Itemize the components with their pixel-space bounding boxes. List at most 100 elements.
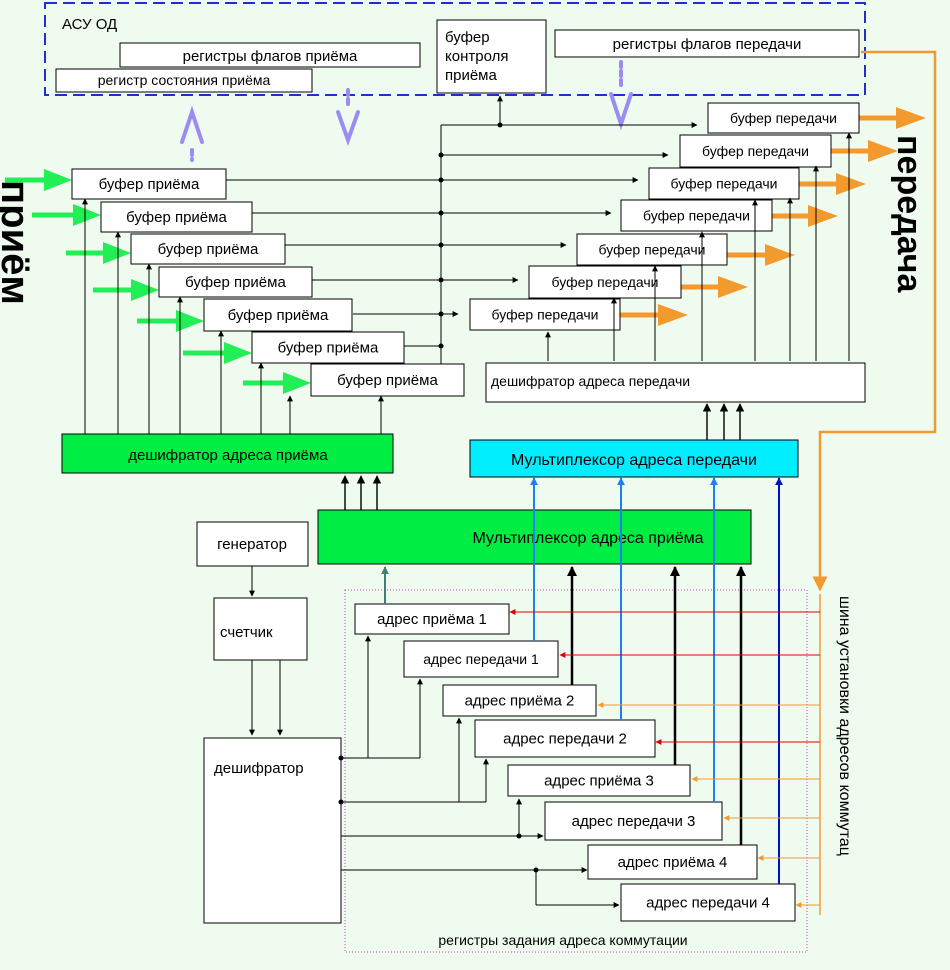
tx-mux-to-decoder — [702, 403, 745, 440]
lilac-arrow-up — [180, 105, 204, 144]
rx-status-register-box — [55, 68, 313, 93]
tx-buffer-2 — [679, 134, 832, 168]
tx-flags-registers-box — [554, 29, 860, 58]
tx-address-decoder-label: дешифратор адреса передачи — [491, 373, 690, 389]
tx-buffer-label-3: буфер передачи — [671, 176, 778, 192]
tx-output-arrowhead-4 — [808, 205, 838, 227]
registers-to-multiplexers — [381, 477, 783, 884]
tx-output-arrowhead-1 — [896, 107, 926, 129]
address-register-1 — [354, 603, 510, 635]
tx-output-arrowhead-7 — [658, 304, 688, 326]
decoder-label: дешифратор — [214, 760, 304, 777]
decoder-junction-dots — [338, 755, 539, 873]
rx-buffer-label-2: буфер приёма — [126, 209, 227, 226]
rx-input-arrowhead-3 — [103, 242, 131, 264]
rx-status-register-label: регистр состояния приёма — [98, 72, 271, 88]
address-register-label-5: адрес приёма 3 — [544, 773, 654, 790]
tx-buffer-7 — [469, 298, 621, 331]
generator-box — [196, 521, 309, 567]
tx-buffer-1 — [707, 102, 860, 134]
tx-address-multiplexer-box — [469, 439, 799, 478]
rx-buffer-2 — [100, 201, 253, 233]
address-register-3 — [442, 684, 597, 717]
tx-buffers: буфер передачи буфер передачи буфер переда… — [469, 102, 926, 331]
address-register-label-4: адрес передачи 2 — [503, 731, 627, 748]
address-register-label-8: адрес передачи 4 — [646, 895, 770, 912]
tx-buffer-label-2: буфер передачи — [702, 143, 809, 159]
rx-buffer-label-6: буфер приёма — [278, 340, 379, 357]
tx-buffer-label-4: буфер передачи — [643, 208, 750, 224]
counter-label: счетчик — [220, 624, 273, 641]
address-register-7 — [587, 844, 758, 880]
rx-buffer-5 — [203, 298, 353, 332]
lilac-arrows — [180, 60, 633, 162]
tx-address-decoder-box — [485, 362, 866, 403]
rx-control-buffer-label-1: буфер — [445, 29, 490, 46]
decoder-box — [203, 737, 342, 924]
address-registers-frame — [344, 589, 808, 953]
tx-buffer-label-5: буфер передачи — [599, 242, 706, 258]
tx-decoder-outputs — [545, 132, 852, 361]
rx-address-multiplexer-label: Мультиплексор адреса приёма — [472, 530, 703, 547]
address-register-4 — [474, 719, 656, 758]
rx-buffer-3 — [130, 233, 286, 265]
rx-buffer-label-3: буфер приёма — [158, 241, 259, 258]
generator-label: генератор — [217, 536, 287, 553]
tx-output-arrowhead-2 — [868, 140, 898, 162]
rx-flags-registers-box — [119, 42, 421, 68]
rx-buffer-label-4: буфер приёма — [185, 274, 286, 291]
address-register-label-2: адрес передачи 1 — [423, 651, 539, 667]
tx-output-arrowhead-6 — [718, 276, 748, 298]
rx-control-buffer-label-2: контроля — [445, 48, 508, 65]
tx-output-arrowhead-5 — [765, 244, 795, 266]
asu-od-block: АСУ ОД регистры флагов приёма регистр со… — [44, 2, 866, 96]
rx-input-arrowhead-2 — [73, 204, 101, 226]
asu-od-frame — [44, 2, 866, 96]
address-register-5 — [507, 764, 691, 797]
lilac-arrow-down-right — [609, 92, 633, 131]
lilac-arrow-down-left — [336, 110, 360, 146]
rx-input-arrowhead-1 — [44, 169, 72, 191]
tx-output-arrowhead-3 — [836, 173, 866, 195]
address-bus-lines — [509, 594, 821, 915]
rx-buffer-label-1: буфер приёма — [99, 176, 200, 193]
tx-buffer-4 — [620, 199, 773, 232]
rx-mux-to-decoder — [340, 475, 382, 510]
address-registers-caption: регистры задания адреса коммутации — [438, 932, 687, 948]
tx-buffer-label-7: буфер передачи — [492, 307, 599, 323]
address-register-label-3: адрес приёма 2 — [465, 693, 575, 710]
rx-buffer-6 — [251, 331, 405, 364]
rx-buffers: буфер приёма буфер приёма буфер приёма буфе… — [5, 168, 465, 397]
tx-buffer-label-6: буфер передачи — [552, 274, 659, 290]
rx-buffer-7 — [310, 363, 465, 397]
tx-buffer-3 — [648, 167, 800, 200]
rx-flags-registers-label: регистры флагов приёма — [183, 48, 358, 65]
rx-address-decoder-label: дешифратор адреса приёма — [128, 447, 328, 464]
rx-control-buffer-box — [436, 19, 547, 94]
asu-od-title: АСУ ОД — [62, 16, 117, 33]
address-register-label-1: адрес приёма 1 — [377, 611, 487, 628]
rx-input-arrowhead-4 — [131, 279, 159, 301]
bus-junction-dots — [438, 122, 503, 349]
rx-decoder-outputs — [82, 198, 384, 434]
address-register-2 — [403, 640, 559, 678]
address-register-label-7: адрес приёма 4 — [618, 854, 728, 871]
rx-input-arrowhead-6 — [224, 342, 252, 364]
address-registers: адрес приёма 1 адрес передачи 1 адрес приё… — [354, 603, 796, 922]
rx-buffer-1 — [71, 168, 227, 200]
rx-buffer-label-5: буфер приёма — [228, 307, 329, 324]
address-register-6 — [544, 801, 723, 841]
tx-flags-to-bus-line — [812, 50, 937, 592]
counter-box — [213, 597, 308, 661]
rx-buffer-4 — [158, 266, 313, 298]
side-label-rx: приём — [0, 180, 37, 305]
rx-address-decoder-box — [61, 433, 394, 474]
address-bus-label: шина установки адресов коммутац — [836, 596, 853, 856]
rx-input-arrowhead-7 — [283, 372, 311, 394]
side-label-tx: передача — [890, 135, 928, 294]
address-register-label-6: адрес передачи 3 — [572, 813, 696, 830]
address-register-8 — [620, 883, 796, 922]
tx-address-multiplexer-label: Мультиплексор адреса передачи — [511, 452, 757, 469]
tx-flags-registers-label: регистры флагов передачи — [613, 36, 802, 53]
